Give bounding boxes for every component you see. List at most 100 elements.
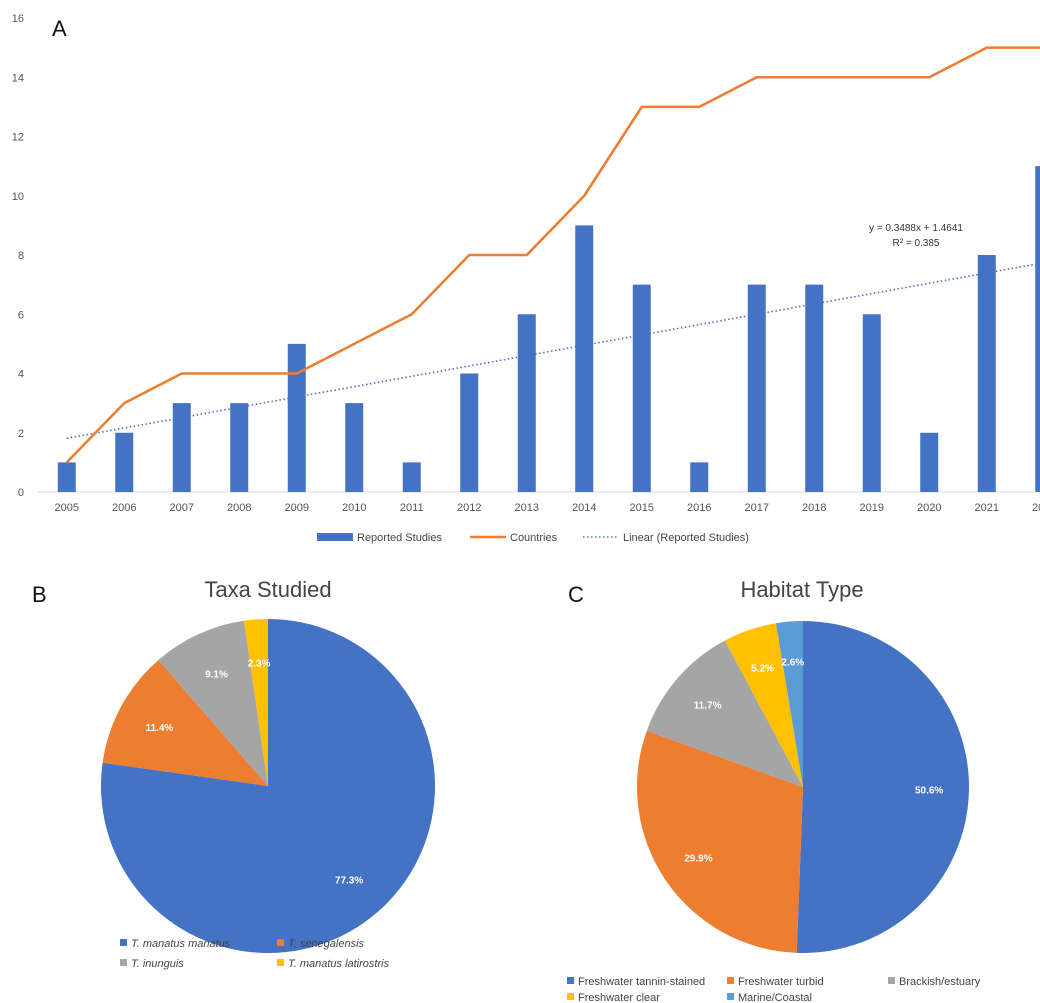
y-tick-label: 14 <box>12 72 24 84</box>
trendline-r2-text: R² = 0.385 <box>893 238 940 249</box>
panel-c-pie-chart: C Habitat Type 50.6% 29.9% 11.7% 5.2% 2.6% F… <box>567 577 981 1003</box>
x-tick-label: 2015 <box>630 502 654 514</box>
x-tick-label: 2011 <box>400 502 424 514</box>
x-tick-label: 2007 <box>170 502 194 514</box>
panel-b-letter: B <box>32 582 47 607</box>
x-tick-label: 2017 <box>745 502 769 514</box>
pie-slice-label-freshwater-turbid: 29.9% <box>684 854 712 865</box>
legend-swatch-freshwater-tannin-stained <box>567 977 574 984</box>
legend-swatch-t-inunguis <box>120 959 127 966</box>
pie-slice-t-manatus-latirostris <box>243 619 268 786</box>
pie-c-slices: 50.6% 29.9% 11.7% 5.2% 2.6% <box>636 621 969 953</box>
y-tick-label: 6 <box>18 309 24 321</box>
legend-swatch-freshwater-clear <box>567 993 574 1000</box>
pie-slice-t-inunguis <box>158 620 268 786</box>
legend-label-countries: Countries <box>510 532 558 544</box>
trendline-equation: y = 0.3488x + 1.4641 R² = 0.385 <box>869 223 963 249</box>
pie-slice-freshwater-clear <box>724 623 803 787</box>
legend-label-t-senegalensis: T. senegalensis <box>288 938 365 950</box>
legend-label-freshwater-clear: Freshwater clear <box>578 992 660 1003</box>
bar-2014 <box>575 225 594 492</box>
y-tick-label: 8 <box>18 250 24 262</box>
x-tick-label: 2021 <box>975 502 999 514</box>
legend-swatch-marine-coastal <box>727 993 734 1000</box>
bar-2015 <box>632 284 651 492</box>
trendline-group <box>66 262 1040 440</box>
y-tick-label: 0 <box>18 487 24 499</box>
y-tick-label: 10 <box>12 191 24 203</box>
pie-slice-label-freshwater-clear: 5.2% <box>751 664 774 675</box>
bar-2011 <box>402 462 421 492</box>
x-tick-label: 2006 <box>112 502 136 514</box>
pie-slice-label-t-inunguis: 9.1% <box>205 670 228 681</box>
legend-label-t-inunguis: T. inunguis <box>131 958 184 970</box>
x-tick-label: 2010 <box>342 502 366 514</box>
pie-slice-label-t-manatus-manatus: 77.3% <box>335 875 363 886</box>
x-tick-label: 2009 <box>285 502 309 514</box>
x-tick-label: 2022 <box>1032 502 1040 514</box>
reported-studies-bars <box>57 166 1040 492</box>
legend-label-linear: Linear (Reported Studies) <box>623 532 749 544</box>
legend-label-freshwater-turbid: Freshwater turbid <box>738 976 824 988</box>
legend-swatch-t-manatus-latirostris <box>277 959 284 966</box>
legend-swatch-freshwater-turbid <box>727 977 734 984</box>
x-axis-ticks: 2005 2006 2007 2008 2009 2010 2011 2012 2013 2014… <box>55 502 1040 514</box>
panel-b-pie-chart: B Taxa Studied 77.3% 11.4% 9.1% 2.3% T. man… <box>32 577 435 970</box>
panel-a-combo-chart: A 0 2 4 6 8 10 12 14 16 2005 2006 2007 2008 2009 2010… <box>12 13 1040 544</box>
pie-slice-t-senegalensis <box>102 659 269 786</box>
bar-2018 <box>805 284 824 492</box>
legend-label-marine-coastal: Marine/Coastal <box>738 992 812 1003</box>
y-tick-label: 4 <box>18 369 24 381</box>
x-tick-label: 2005 <box>55 502 79 514</box>
pie-slice-label-t-senegalensis: 11.4% <box>145 723 173 734</box>
legend-swatch-t-senegalensis <box>277 939 284 946</box>
bar-2016 <box>690 462 709 492</box>
y-axis-ticks: 0 2 4 6 8 10 12 14 16 <box>12 13 24 499</box>
bar-2017 <box>747 284 766 492</box>
pie-b-title: Taxa Studied <box>204 577 331 602</box>
bar-2006 <box>115 432 134 492</box>
panel-a-letter: A <box>52 16 67 41</box>
pie-b-legend: T. manatus manatus T. senegalensis T. inun… <box>120 938 390 970</box>
legend-label-brackish-estuary: Brackish/estuary <box>899 976 981 988</box>
x-tick-label: 2016 <box>687 502 711 514</box>
bar-2010 <box>345 403 364 492</box>
pie-b-slices: 77.3% 11.4% 9.1% 2.3% <box>100 619 435 954</box>
panel-c-letter: C <box>568 582 584 607</box>
bar-2008 <box>230 403 249 492</box>
legend-label-reported-studies: Reported Studies <box>357 532 442 544</box>
bar-2012 <box>460 373 479 492</box>
x-tick-label: 2008 <box>227 502 251 514</box>
x-tick-label: 2020 <box>917 502 941 514</box>
pie-slice-label-brackish-estuary: 11.7% <box>694 700 722 711</box>
x-tick-label: 2018 <box>802 502 826 514</box>
countries-line-group <box>65 46 1040 464</box>
bar-2007 <box>172 403 191 492</box>
countries-line <box>65 46 1040 464</box>
legend-swatch-reported-studies <box>317 533 353 541</box>
bar-2005 <box>57 462 76 492</box>
legend-swatch-brackish-estuary <box>888 977 895 984</box>
bar-2021 <box>977 255 996 492</box>
pie-slice-label-t-manatus-latirostris: 2.3% <box>248 659 271 670</box>
legend-swatch-t-manatus-manatus <box>120 939 127 946</box>
bar-2020 <box>920 432 939 492</box>
trendline <box>66 262 1040 440</box>
bar-2009 <box>287 343 306 492</box>
x-tick-label: 2019 <box>860 502 884 514</box>
x-tick-label: 2012 <box>457 502 481 514</box>
pie-slice-marine-coastal <box>776 621 803 787</box>
pie-slice-brackish-estuary <box>646 640 803 787</box>
pie-c-title: Habitat Type <box>740 577 863 602</box>
bar-2022 <box>1035 166 1040 492</box>
bar-2019 <box>862 314 881 492</box>
y-tick-label: 12 <box>12 132 24 144</box>
y-tick-label: 16 <box>12 13 24 25</box>
y-tick-label: 2 <box>18 428 24 440</box>
pie-slice-label-freshwater-tannin-stained: 50.6% <box>915 785 943 796</box>
x-tick-label: 2013 <box>515 502 539 514</box>
trendline-equation-text: y = 0.3488x + 1.4641 <box>869 223 963 234</box>
legend-label-freshwater-tannin-stained: Freshwater tannin-stained <box>578 976 705 988</box>
pie-slice-freshwater-tannin-stained <box>796 621 969 953</box>
